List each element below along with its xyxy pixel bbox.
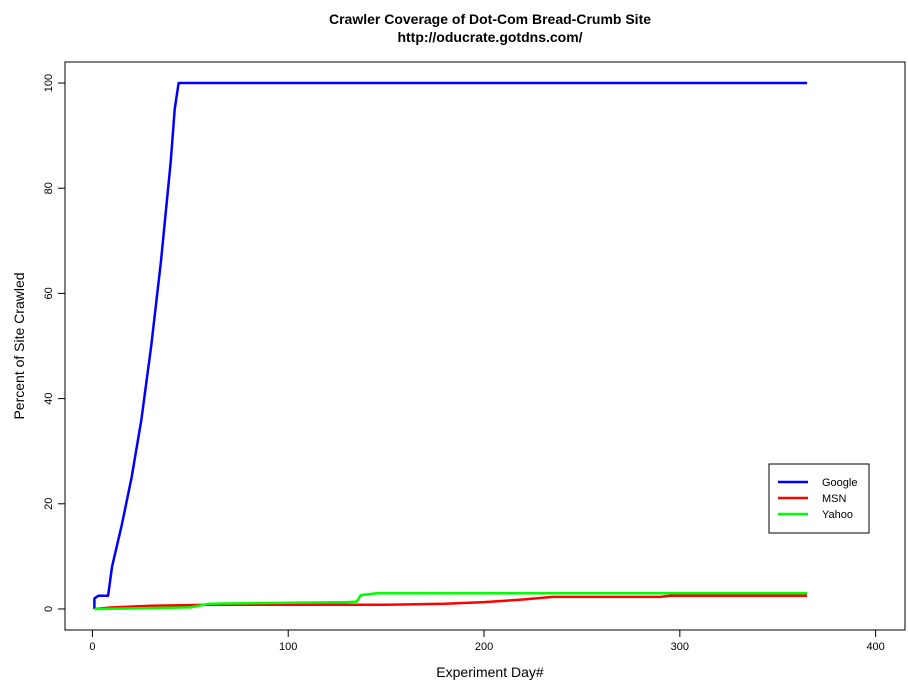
chart-title: Crawler Coverage of Dot-Com Bread-Crumb …	[329, 11, 651, 27]
x-tick-label: 200	[475, 641, 493, 653]
y-axis-label: Percent of Site Crawled	[11, 272, 27, 419]
chart-subtitle: http://oducrate.gotdns.com/	[397, 29, 582, 45]
x-tick-label: 0	[89, 641, 95, 653]
plot-area-frame	[64, 61, 906, 631]
x-tick-label: 300	[671, 641, 689, 653]
y-tick-label: 40	[43, 392, 55, 404]
x-axis-label: Experiment Day#	[436, 664, 544, 680]
series-line-yahoo	[94, 591, 808, 611]
x-tick-label: 100	[279, 641, 297, 653]
y-tick-label: 100	[43, 74, 55, 92]
legend: Google MSN Yahoo	[768, 463, 870, 534]
series-line-google	[93, 81, 808, 609]
y-tick-label: 60	[43, 287, 55, 299]
legend-label-yahoo: Yahoo	[822, 509, 853, 521]
y-tick-label: 20	[43, 498, 55, 510]
x-axis: 0 100 200 300 400	[89, 629, 885, 653]
series-line-msn	[94, 594, 808, 611]
y-tick-label: 80	[43, 182, 55, 194]
y-axis: 0 20 40 60 80 100	[43, 74, 66, 612]
series-layer	[93, 81, 808, 611]
legend-label-google: Google	[822, 477, 857, 489]
y-tick-label: 0	[43, 606, 55, 612]
legend-label-msn: MSN	[822, 493, 847, 505]
x-tick-label: 400	[866, 641, 884, 653]
